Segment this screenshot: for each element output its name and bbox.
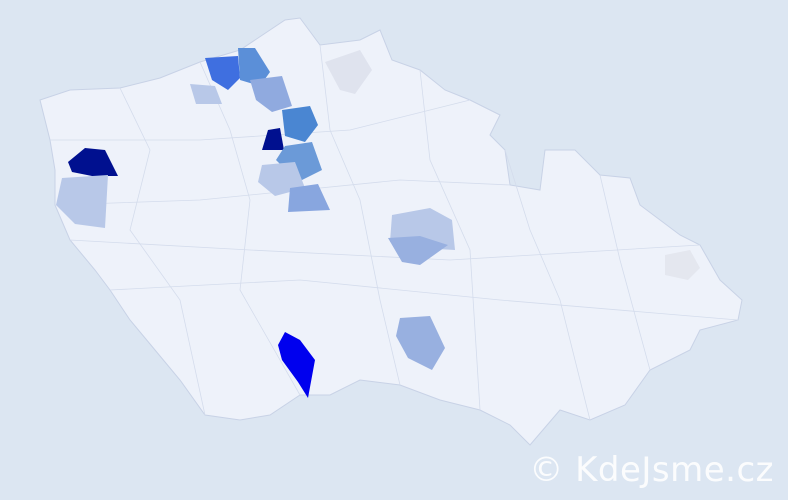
region-west-2[interactable] — [56, 175, 108, 228]
region-east[interactable] — [665, 250, 700, 280]
region-central-5[interactable] — [288, 184, 330, 212]
region-south-1[interactable] — [278, 332, 315, 398]
region-central-4[interactable] — [258, 162, 305, 196]
region-vysocina-2[interactable] — [388, 236, 448, 265]
watermark: © KdeJsme.cz — [529, 450, 774, 490]
region-north-2[interactable] — [325, 50, 372, 94]
region-central-3[interactable] — [276, 142, 322, 182]
region-northwest-2[interactable] — [238, 48, 270, 86]
region-west[interactable] — [68, 148, 118, 176]
region-central-1[interactable] — [282, 106, 318, 142]
region-south-2[interactable] — [396, 316, 445, 370]
region-northwest-3[interactable] — [190, 84, 222, 104]
region-central-2[interactable] — [262, 128, 284, 150]
region-northwest-1[interactable] — [205, 56, 240, 90]
district-borders — [50, 44, 739, 421]
region-north-1[interactable] — [250, 76, 292, 112]
